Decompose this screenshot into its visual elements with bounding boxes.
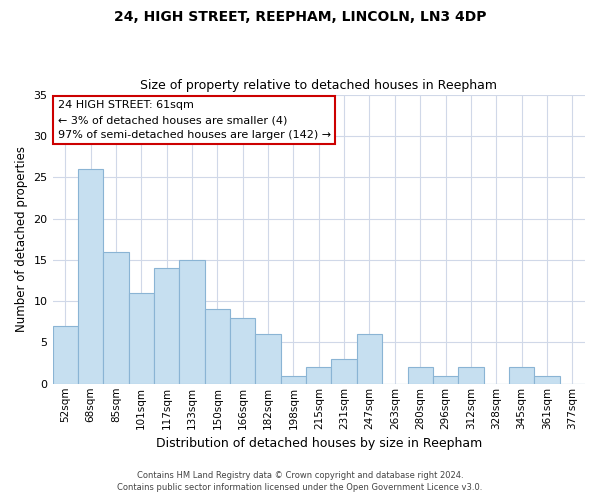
Bar <box>205 310 230 384</box>
Bar <box>433 376 458 384</box>
Bar <box>306 367 331 384</box>
Bar <box>230 318 256 384</box>
Text: 24, HIGH STREET, REEPHAM, LINCOLN, LN3 4DP: 24, HIGH STREET, REEPHAM, LINCOLN, LN3 4… <box>114 10 486 24</box>
Bar <box>256 334 281 384</box>
Title: Size of property relative to detached houses in Reepham: Size of property relative to detached ho… <box>140 79 497 92</box>
Bar <box>407 367 433 384</box>
Y-axis label: Number of detached properties: Number of detached properties <box>15 146 28 332</box>
Bar <box>78 169 103 384</box>
Bar <box>331 359 357 384</box>
X-axis label: Distribution of detached houses by size in Reepham: Distribution of detached houses by size … <box>155 437 482 450</box>
Bar <box>357 334 382 384</box>
Text: 24 HIGH STREET: 61sqm
← 3% of detached houses are smaller (4)
97% of semi-detach: 24 HIGH STREET: 61sqm ← 3% of detached h… <box>58 100 331 140</box>
Bar <box>458 367 484 384</box>
Bar <box>179 260 205 384</box>
Bar <box>103 252 128 384</box>
Text: Contains HM Land Registry data © Crown copyright and database right 2024.
Contai: Contains HM Land Registry data © Crown c… <box>118 471 482 492</box>
Bar <box>509 367 534 384</box>
Bar <box>128 293 154 384</box>
Bar <box>154 268 179 384</box>
Bar <box>53 326 78 384</box>
Bar <box>281 376 306 384</box>
Bar <box>534 376 560 384</box>
